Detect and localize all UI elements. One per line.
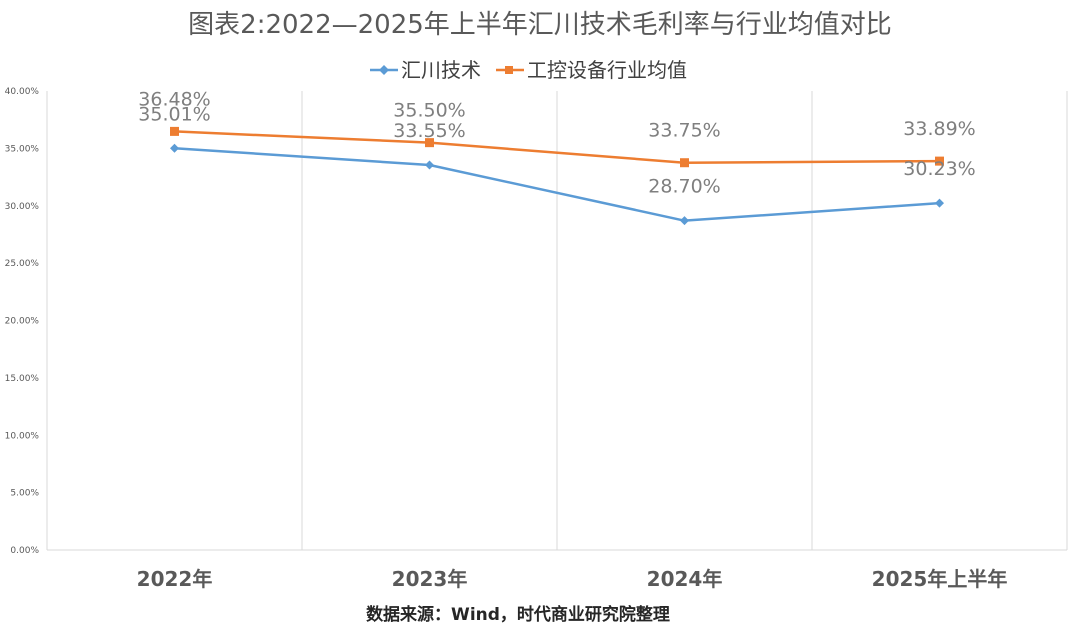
data-label: 33.89% <box>903 118 975 140</box>
data-label: 36.48% <box>138 88 210 110</box>
grid-layer <box>46 91 1068 551</box>
y-tick-label: 20.00% <box>5 317 40 327</box>
x-axis: 2022年 2023年 2024年 2025年上半年 <box>137 567 1008 591</box>
data-point-diamond <box>425 160 434 170</box>
y-tick-label: 35.00% <box>5 144 40 154</box>
y-tick-label: 10.00% <box>5 431 40 441</box>
y-axis: 0.00% 5.00% 10.00% 15.00% 20.00% 25.00% 30.00%… <box>5 87 40 556</box>
series-line-industry-average <box>174 130 940 164</box>
series-layer <box>170 126 944 226</box>
data-point-square <box>680 158 689 168</box>
source-note: 数据来源：Wind，时代商业研究院整理 <box>366 604 670 625</box>
data-point-square <box>170 126 179 136</box>
x-tick-label: 2025年上半年 <box>872 567 1008 591</box>
series-line-huichuan <box>174 147 940 222</box>
data-label: 30.23% <box>903 158 975 180</box>
y-tick-label: 25.00% <box>5 259 40 269</box>
data-label: 33.55% <box>393 120 465 142</box>
legend: 汇川技术 工控设备行业均值 <box>370 58 687 82</box>
data-label: 28.70% <box>648 176 720 198</box>
legend-diamond-marker-icon <box>379 65 389 75</box>
data-label: 35.50% <box>393 100 465 122</box>
data-label: 33.75% <box>648 120 720 142</box>
data-label: 35.01% <box>138 103 210 125</box>
data-point-diamond <box>935 198 944 208</box>
data-point-square <box>935 156 944 166</box>
x-tick-label: 2022年 <box>137 567 213 591</box>
y-tick-label: 40.00% <box>5 87 40 97</box>
data-label-layer: 35.01% 33.55% 28.70% 30.23% 36.48% 35.50% 33.7… <box>138 88 975 197</box>
chart-title: 图表2:2022—2025年上半年汇川技术毛利率与行业均值对比 <box>188 10 892 40</box>
x-tick-label: 2023年 <box>392 567 468 591</box>
legend-label-industry-average: 工控设备行业均值 <box>527 58 687 82</box>
y-tick-label: 0.00% <box>10 546 39 556</box>
legend-item-industry-average: 工控设备行业均值 <box>496 58 687 82</box>
legend-item-huichuan: 汇川技术 <box>370 58 481 82</box>
y-tick-label: 5.00% <box>10 489 39 499</box>
y-tick-label: 15.00% <box>5 374 40 384</box>
legend-label-huichuan: 汇川技术 <box>401 58 481 82</box>
x-tick-label: 2024年 <box>647 567 723 591</box>
data-point-diamond <box>680 216 689 226</box>
y-tick-label: 30.00% <box>5 202 40 212</box>
data-point-diamond <box>170 143 179 153</box>
legend-square-marker-icon <box>505 66 513 74</box>
data-point-square <box>425 138 434 148</box>
